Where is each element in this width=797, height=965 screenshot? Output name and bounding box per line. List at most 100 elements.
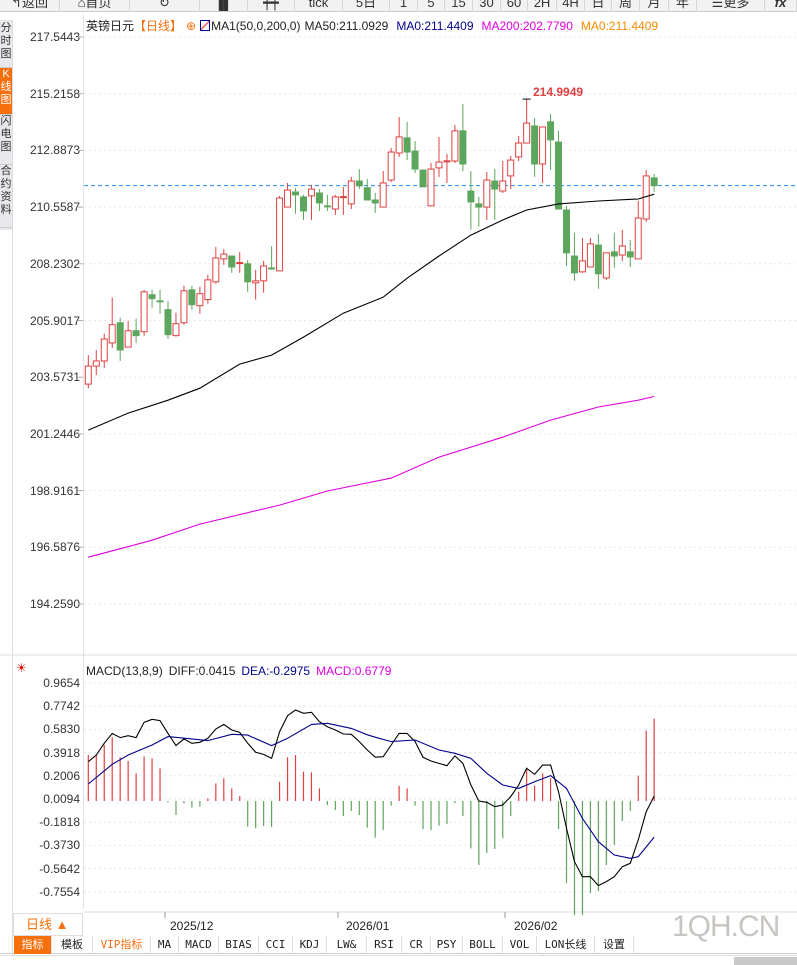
macd-axis-label: 0.5830	[43, 722, 80, 737]
indicator-tab[interactable]: VIP指标	[93, 936, 151, 954]
candle-body	[618, 245, 626, 256]
indicator-tab[interactable]: BIAS	[219, 936, 259, 954]
tab-kline[interactable]: K线图	[0, 68, 12, 115]
candle-body	[108, 324, 116, 344]
indicator-tab[interactable]: RSI	[367, 936, 402, 954]
toolbar-button-label: 月	[647, 0, 661, 10]
toolbar-button-1[interactable]: 1	[390, 0, 418, 12]
indicator-tab[interactable]: LON长线	[537, 936, 595, 954]
indicator-tab[interactable]: CCI	[259, 936, 293, 954]
toolbar-button-5日[interactable]: 5日	[343, 0, 390, 12]
candle-body	[594, 244, 602, 275]
candle-body	[347, 180, 355, 205]
toolbar-button-label: 60	[506, 0, 522, 10]
candle-body	[578, 260, 586, 273]
candle-body	[132, 330, 140, 337]
indicator-tab[interactable]: 模板	[52, 936, 93, 954]
macd-params: MACD(13,8,9)	[86, 664, 163, 678]
candle-body	[172, 323, 180, 337]
tab-flash-chart[interactable]: 闪电图	[0, 115, 12, 165]
toolbar-button-label: 返回	[21, 0, 48, 10]
toolbar-button-tick[interactable]: tick	[295, 0, 343, 12]
period-selector[interactable]: 日线 ▲	[13, 913, 83, 936]
candle-body	[124, 330, 132, 348]
indicator-tab[interactable]: 指标	[14, 936, 52, 954]
tab-time-sharing[interactable]: 分时图	[0, 22, 12, 68]
candle-body	[323, 205, 331, 208]
toolbar-button-label: 1	[399, 0, 408, 10]
indicator-settings-icon[interactable]: ☀	[16, 661, 27, 675]
indicator-tab[interactable]: MACD	[179, 936, 219, 954]
indicator-tab[interactable]: LW&	[327, 936, 367, 954]
macd-axis-label: -0.5642	[39, 861, 80, 876]
ma-params: MA1(50,0,200,0)	[211, 19, 301, 33]
price-axis-label: 203.5731	[29, 370, 80, 385]
ma0-value-secondary: MA0:211.4409	[580, 19, 659, 33]
toolbar-button-label: 首页	[85, 0, 112, 10]
toolbar-button-4H[interactable]: 4H	[557, 0, 585, 12]
toolbar-button-candlestick[interactable]: ┿┿	[248, 0, 295, 12]
toolbar-button-label: fx	[774, 0, 787, 10]
candle-body	[483, 179, 491, 208]
candle-body	[379, 182, 387, 208]
candle-body	[650, 177, 658, 187]
toolbar-button-月[interactable]: 月	[640, 0, 669, 12]
indicator-tab[interactable]: BOLL	[463, 936, 503, 954]
toolbar-button-30[interactable]: 30	[473, 0, 501, 12]
candle-body	[180, 290, 188, 324]
indicator-tab[interactable]: PSY	[431, 936, 463, 954]
toolbar-button-refresh[interactable]: ↻	[130, 0, 200, 12]
toolbar-button-5[interactable]: 5	[418, 0, 445, 12]
indicator-tab[interactable]: VOL	[503, 936, 537, 954]
left-view-tabs: 分时图 K线图 闪电图 合约资料	[0, 20, 12, 230]
candle-body	[244, 263, 252, 283]
tab-contract-info[interactable]: 合约资料	[0, 165, 12, 228]
toolbar-button-更多[interactable]: ☰更多	[697, 0, 765, 12]
toolbar-button-返回[interactable]: ↰返回	[0, 0, 60, 12]
candle-body	[140, 291, 148, 333]
diff-value: DIFF:0.0415	[168, 664, 236, 678]
indicator-tab[interactable]: KDJ	[293, 936, 327, 954]
price-axis-label: 196.5876	[29, 540, 80, 555]
candle-body	[331, 196, 339, 210]
crosshair-toggle-icon[interactable]: ⊕	[186, 19, 197, 33]
toolbar-button-label: 4H	[562, 0, 579, 10]
toolbar-button-年[interactable]: 年	[669, 0, 697, 12]
candle-body	[196, 293, 204, 307]
candle-body	[268, 267, 276, 270]
candle-body	[236, 262, 244, 265]
candle-body	[586, 243, 594, 268]
toolbar-button-bar-chart[interactable]: ▐▌	[200, 0, 248, 12]
candle-body	[252, 280, 260, 284]
toolbar-button-2H[interactable]: 2H	[528, 0, 557, 12]
toolbar-button-60[interactable]: 60	[501, 0, 528, 12]
candle-body	[443, 160, 451, 163]
peak-price-label: 214.9949	[533, 85, 584, 99]
candle-body	[387, 151, 395, 181]
candle-body	[499, 180, 507, 192]
toolbar-button-日[interactable]: 日	[585, 0, 612, 12]
price-axis-label: 194.2590	[29, 597, 80, 611]
toolbar-button-周[interactable]: 周	[612, 0, 640, 12]
ma0-value: MA0:211.4409	[396, 19, 474, 33]
candle-body	[284, 189, 292, 208]
toolbar-button-首页[interactable]: ⌂首页	[60, 0, 130, 12]
candle-body	[363, 187, 371, 201]
indicator-tab[interactable]: MA	[151, 936, 179, 954]
price-axis-label: 210.5587	[29, 200, 80, 215]
candle-body	[491, 180, 499, 190]
indicator-settings-icon[interactable]	[200, 20, 211, 31]
horizontal-scrollbar[interactable]	[734, 957, 797, 965]
price-axis-label: 212.8873	[29, 143, 80, 158]
macd-legend: MACD(13,8,9) DIFF:0.0415 DEA:-0.2975 MACD:0…	[86, 664, 397, 678]
candle-body	[411, 150, 419, 170]
macd-axis-label: -0.3730	[39, 838, 80, 853]
candle-body	[403, 137, 411, 153]
indicator-tab[interactable]: CR	[402, 936, 431, 954]
indicator-tab[interactable]: 设置	[595, 936, 634, 954]
date-label: 2026/01	[346, 919, 390, 933]
macd-axis-label: 0.0094	[43, 792, 80, 806]
toolbar-button-15[interactable]: 15	[445, 0, 473, 12]
ma50-line	[88, 193, 655, 431]
